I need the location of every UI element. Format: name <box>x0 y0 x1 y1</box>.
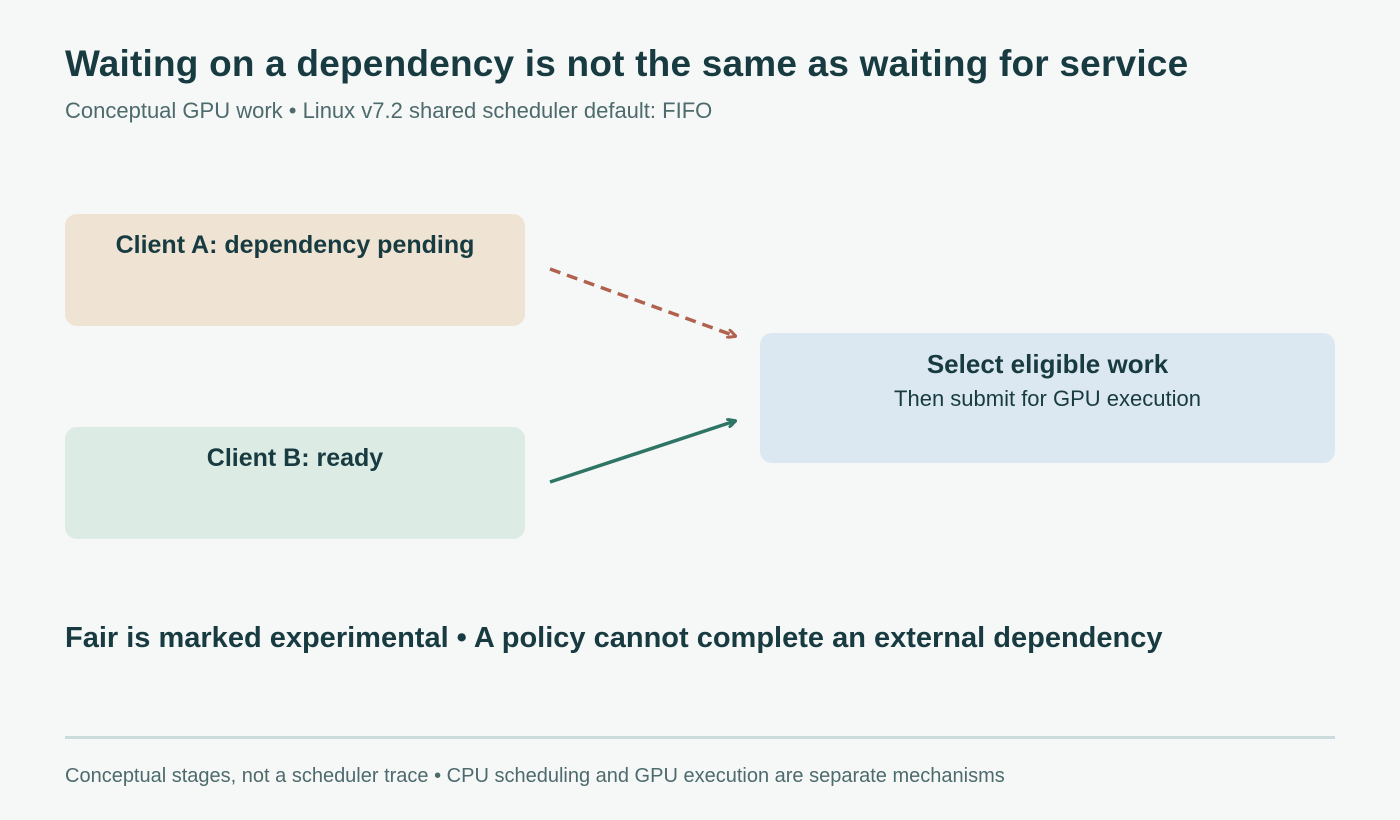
page-subtitle: Conceptual GPU work • Linux v7.2 shared … <box>65 98 713 123</box>
select-eligible-work-box: Select eligible work Then submit for GPU… <box>760 333 1335 463</box>
page-title: Waiting on a dependency is not the same … <box>65 43 1189 84</box>
select-eligible-work-title: Select eligible work <box>926 349 1169 379</box>
ready-arrow <box>549 421 735 484</box>
client-b-box: Client B: ready <box>65 427 525 539</box>
key-note: Fair is marked experimental • A policy c… <box>65 622 1163 654</box>
select-eligible-work-subtitle: Then submit for GPU execution <box>894 386 1201 411</box>
client-a-label: Client A: dependency pending <box>115 231 475 259</box>
client-a-box: Client A: dependency pending <box>65 214 525 326</box>
footer-caption: Conceptual stages, not a scheduler trace… <box>65 765 1005 787</box>
dependency-pending-arrow <box>549 267 735 336</box>
footer-divider <box>65 736 1335 739</box>
client-b-label: Client B: ready <box>206 444 384 472</box>
